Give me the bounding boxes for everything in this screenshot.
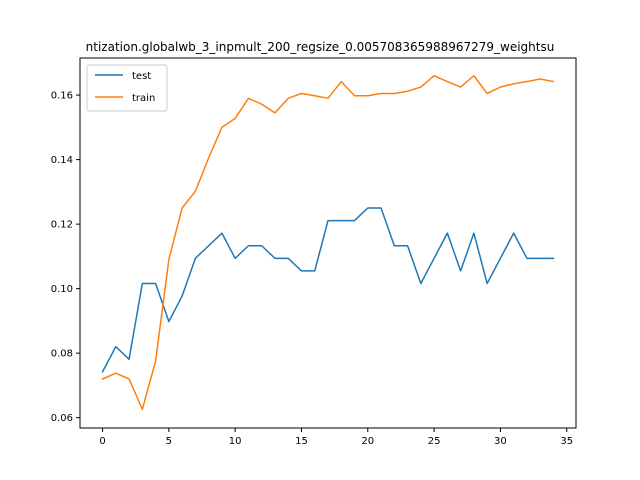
legend: test train	[86, 64, 168, 112]
series-line-train	[101, 74, 555, 411]
x-tick-label: 10	[229, 436, 242, 447]
axes-frame	[79, 57, 577, 429]
x-tick-label: 30	[494, 436, 507, 447]
chart-title: ntization.globalwb_3_inpmult_200_regsize…	[86, 40, 555, 54]
x-tick-label: 35	[560, 436, 573, 447]
legend-box	[86, 64, 168, 112]
x-tick-label: 20	[361, 436, 374, 447]
x-axis: 0 5 10 15 20 25 30 35	[99, 428, 573, 447]
x-tick-label: 15	[295, 436, 308, 447]
y-tick-label: 0.06	[51, 413, 73, 424]
y-tick-label: 0.14	[51, 155, 73, 166]
y-tick-label: 0.10	[51, 284, 73, 295]
y-tick-label: 0.12	[51, 220, 73, 231]
plot-area	[80, 58, 576, 428]
x-tick-label: 5	[166, 436, 172, 447]
y-axis: 0.06 0.08 0.10 0.12 0.14 0.16	[51, 91, 80, 424]
x-tick-label: 25	[428, 436, 441, 447]
x-tick-label: 0	[99, 436, 105, 447]
series-layer	[101, 74, 555, 411]
legend-label-train: train	[132, 93, 155, 104]
series-line-test	[101, 207, 555, 373]
y-tick-label: 0.08	[51, 349, 73, 360]
legend-label-test: test	[132, 71, 151, 82]
y-tick-label: 0.16	[51, 91, 73, 102]
